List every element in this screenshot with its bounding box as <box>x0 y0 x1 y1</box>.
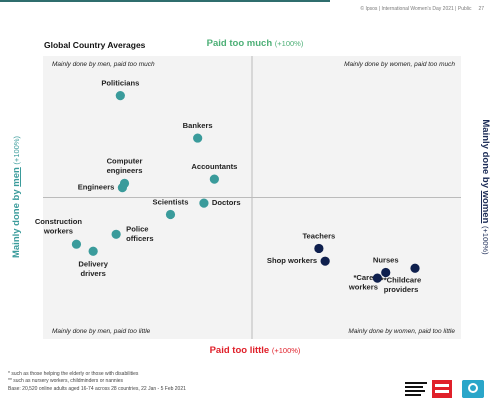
point-label-line: workers <box>348 283 378 292</box>
footnotes: * such as those helping the elderly or t… <box>8 371 186 393</box>
point-marker <box>209 174 219 184</box>
quadrant-bottom-right: Mainly done by women, paid too little <box>348 328 455 335</box>
footnote-2: ** such as nursery workers, childminders… <box>8 378 124 385</box>
point-label-line: Teachers <box>302 231 335 240</box>
point-label: Shop workers <box>267 256 317 265</box>
point-label-line: *Care <box>353 273 373 282</box>
point-label: Computer engineers <box>107 156 143 175</box>
point-marker <box>372 273 382 283</box>
point-marker <box>193 133 203 143</box>
source-line: © Ipsos | International Women's Day 2021… <box>360 6 484 12</box>
point-marker <box>410 263 420 273</box>
point-label: Scientists <box>153 197 189 206</box>
point-label-line: Engineers <box>78 183 115 192</box>
points-layer: Politicians Bankers Accountants Computer eng… <box>35 79 421 294</box>
college-logo <box>432 380 452 398</box>
y-bottom-text: Paid too little <box>209 345 270 356</box>
point-label: Teachers <box>302 231 335 240</box>
point-marker <box>165 209 176 220</box>
point-label-line: Computer <box>107 156 143 165</box>
point-label-line: Delivery <box>78 259 108 268</box>
point-label: Doctors <box>212 198 241 207</box>
point-label: *Care workers <box>348 273 378 292</box>
point-label-line: Politicians <box>101 79 139 88</box>
quadrant-top-right: Mainly done by women, paid too much <box>344 61 455 68</box>
point-label: Nurses <box>373 255 399 264</box>
top-rule <box>0 0 330 2</box>
partner-logo <box>404 380 428 398</box>
point-label-line: Scientists <box>153 197 189 206</box>
page-number: 27 <box>478 6 484 12</box>
quadrant-bottom-left: Mainly done by men, paid too little <box>52 328 151 335</box>
top-bar: © Ipsos | International Women's Day 2021… <box>0 0 496 18</box>
point-marker <box>88 246 98 256</box>
point-marker <box>71 239 82 249</box>
point-marker <box>381 267 391 278</box>
point-label-line: providers <box>384 285 419 294</box>
point-label-line: Shop workers <box>267 256 317 265</box>
point-marker <box>199 198 209 208</box>
footnote-base: Base: 20,520 online adults aged 16-74 ac… <box>8 385 186 392</box>
point-label-line: Bankers <box>183 121 213 130</box>
point-marker <box>314 243 324 254</box>
chart-title: Global Country Averages <box>44 40 146 50</box>
y-top-text: Paid too much <box>206 38 273 49</box>
point-label-line: engineers <box>107 166 143 175</box>
point-marker <box>320 256 330 266</box>
point-marker <box>115 91 125 101</box>
point-label: Politicians <box>101 79 139 88</box>
point-label: Delivery drivers <box>78 259 108 278</box>
point-label-line: Construction <box>35 217 83 226</box>
y-top-suffix: (+100%) <box>274 39 304 48</box>
footnote-1: * such as those helping the elderly or t… <box>8 371 139 377</box>
source-text: © Ipsos | International Women's Day 2021… <box>360 6 472 12</box>
point-label: Bankers <box>183 121 213 130</box>
point-marker <box>111 229 121 239</box>
point-label-line: Accountants <box>191 162 237 171</box>
point-label: Accountants <box>191 162 237 171</box>
y-axis-bottom-label: Paid too little (+100%) <box>180 345 330 356</box>
point-label: Police officers <box>126 224 153 243</box>
point-label-line: Doctors <box>212 198 241 207</box>
point-label-line: drivers <box>80 269 105 278</box>
point-label: **Childcare providers <box>381 275 422 294</box>
point-marker <box>117 182 128 193</box>
y-bottom-suffix: (+100%) <box>271 346 301 355</box>
point-label: Construction workers <box>35 217 83 236</box>
point-label-line: Police <box>126 224 148 233</box>
ipsos-logo <box>462 380 484 398</box>
point-label-line: Nurses <box>373 255 399 264</box>
point-label: Engineers <box>78 183 115 192</box>
y-axis-top-label: Paid too much (+100%) <box>190 38 320 49</box>
point-label-line: officers <box>126 234 153 243</box>
point-label-line: **Childcare <box>381 275 422 284</box>
quadrant-top-left: Mainly done by men, paid too much <box>52 61 155 68</box>
point-label-line: workers <box>43 227 73 236</box>
